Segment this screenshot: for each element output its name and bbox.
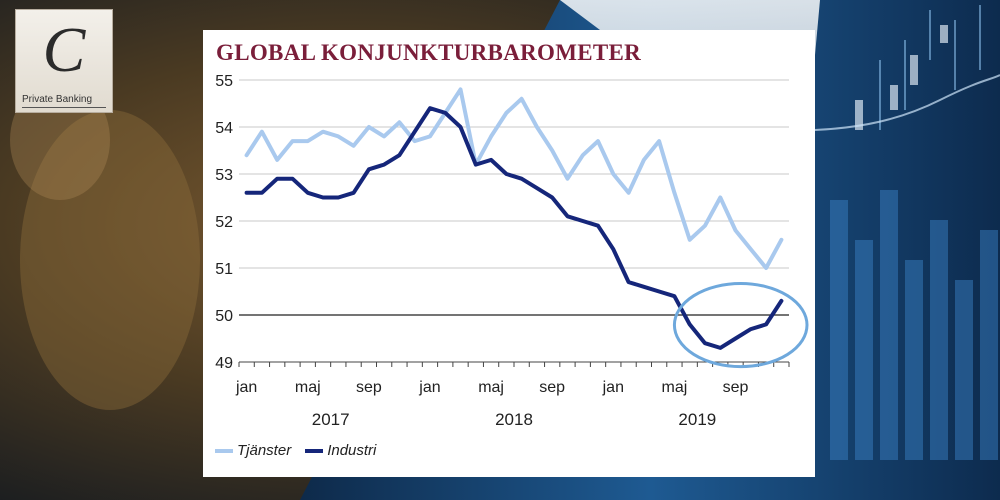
x-tick-label: sep — [356, 379, 382, 396]
logo-letter: C — [42, 14, 86, 85]
chart-panel: GLOBAL KONJUNKTURBAROMETER 49 50 51 52 53 54 5… — [203, 30, 815, 477]
y-tick-label: 55 — [215, 73, 233, 90]
y-tick-label: 49 — [215, 355, 233, 372]
series-line-tjanster — [244, 87, 784, 270]
x-tick-label: sep — [539, 379, 565, 396]
x-tick-label: maj — [478, 379, 504, 396]
y-tick-label: 54 — [215, 120, 233, 137]
logo-caption: Private Banking — [22, 94, 106, 108]
y-tick-label: 53 — [215, 167, 233, 184]
legend-swatch-tjanster — [215, 448, 233, 453]
series-line-industri — [244, 106, 784, 350]
x-year-label: 2017 — [312, 410, 350, 429]
x-tick-label: jan — [235, 379, 257, 396]
x-year-label: 2018 — [495, 410, 533, 429]
legend-item-tjanster: Tjänster — [215, 442, 291, 459]
legend-item-industri: Industri — [305, 442, 376, 459]
x-year-label: 2019 — [678, 410, 716, 429]
legend-label-tjanster: Tjänster — [237, 442, 292, 459]
legend-swatch-industri — [305, 448, 324, 453]
line-chart: 49 50 51 52 53 54 55 jan maj sep jan maj sep jan maj se… — [215, 73, 809, 429]
chart-legend: Tjänster Industri — [215, 442, 390, 459]
x-tick-label: jan — [418, 379, 440, 396]
x-tick-label: sep — [723, 379, 749, 396]
highlight-ellipse — [672, 281, 809, 369]
x-tick-label: maj — [662, 379, 688, 396]
y-tick-label: 50 — [215, 308, 233, 325]
chart-title: GLOBAL KONJUNKTURBAROMETER — [216, 40, 642, 65]
x-tick-label: jan — [602, 379, 624, 396]
brand-logo: C Private Banking — [15, 9, 113, 113]
y-tick-label: 51 — [215, 261, 233, 278]
legend-label-industri: Industri — [327, 442, 377, 459]
y-tick-label: 52 — [215, 214, 233, 231]
x-tick-label: maj — [295, 379, 321, 396]
